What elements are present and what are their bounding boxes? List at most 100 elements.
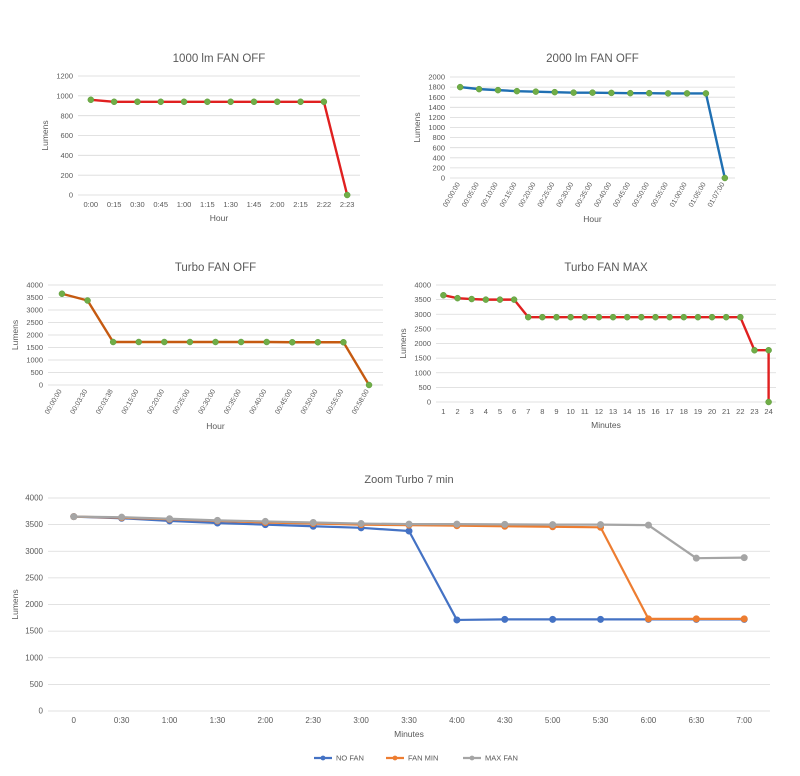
- x-tick-label: 00:20:00: [146, 388, 166, 415]
- y-tick-label: 200: [60, 171, 73, 180]
- y-tick-label: 1500: [25, 627, 43, 636]
- data-point: [513, 87, 521, 95]
- data-point: [595, 313, 603, 321]
- data-point: [652, 313, 659, 321]
- y-axis: 0 500 1000 1500 2000 2500 3000 3500 4000: [26, 281, 383, 390]
- x-tick-label: 3:30: [401, 716, 417, 725]
- x-tick-label: 2:15: [293, 200, 308, 209]
- y-tick-label: 0: [427, 398, 431, 407]
- data-point: [524, 313, 532, 321]
- data-point: [453, 616, 461, 624]
- y-tick-label: 1500: [26, 343, 43, 352]
- data-point: [708, 313, 716, 321]
- y-tick-label: 2000: [414, 339, 431, 348]
- x-tick-label: 00:15:00: [499, 181, 519, 208]
- data-point: [289, 339, 296, 346]
- x-tick-label: 00:55:00: [650, 181, 670, 208]
- data-point: [250, 98, 258, 106]
- y-tick-label: 500: [418, 383, 431, 392]
- data-point: [692, 554, 700, 562]
- data-point: [539, 313, 546, 321]
- chart-title: 2000 lm FAN OFF: [546, 53, 639, 65]
- y-tick-label: 2500: [414, 324, 431, 333]
- y-tick-label: 1200: [56, 72, 73, 81]
- chart-1: 1000 lm FAN OFF 0 200 400 600 800 1000 1200 0:00…: [40, 53, 360, 223]
- y-tick-label: 2000: [25, 600, 43, 609]
- x-tick-label: 00:55:00: [325, 388, 345, 415]
- series-1: [440, 291, 772, 406]
- x-tick-label: 2:30: [305, 716, 321, 725]
- series-no-fan: [70, 513, 748, 624]
- data-point: [627, 89, 634, 97]
- x-tick-label: 00:40:00: [249, 388, 269, 415]
- data-point: [638, 313, 645, 321]
- x-tick-label: 19: [694, 407, 702, 416]
- y-axis: 0 500 1000 1500 2000 2500 3000 3500 4000: [25, 494, 770, 716]
- y-tick-label: 1600: [428, 93, 445, 102]
- x-tick-label: 00:50:00: [300, 388, 320, 415]
- data-point: [623, 313, 631, 321]
- data-point: [309, 518, 317, 526]
- x-tick-label: 20: [708, 407, 716, 416]
- x-tick-label: 23: [750, 407, 758, 416]
- x-tick-label: 0:30: [130, 200, 145, 209]
- data-point: [549, 521, 557, 529]
- y-tick-label: 3000: [25, 547, 43, 556]
- data-point: [570, 89, 577, 96]
- y-tick-label: 1000: [26, 356, 43, 365]
- x-tick-label: 00:35:00: [575, 181, 595, 208]
- x-tick-label: 2:22: [317, 200, 332, 209]
- x-tick-label: 1:00: [162, 716, 178, 725]
- y-axis: 0 200 400 600 800 1000 1200: [56, 72, 360, 200]
- data-point: [157, 98, 164, 106]
- x-tick-label: 1:45: [247, 200, 262, 209]
- data-point: [501, 615, 509, 623]
- chart-title: Turbo FAN OFF: [175, 262, 256, 274]
- x-tick-label: 01:05:00: [688, 181, 708, 208]
- y-tick-label: 500: [30, 680, 44, 689]
- data-point: [320, 98, 328, 106]
- x-tick-label: 01:00:00: [669, 181, 689, 208]
- data-point: [680, 313, 688, 321]
- x-axis-title: Hour: [210, 213, 229, 223]
- data-point: [740, 615, 748, 623]
- data-point: [365, 381, 373, 389]
- x-tick-label: 15: [637, 407, 645, 416]
- y-tick-label: 1000: [414, 368, 431, 377]
- y-tick-label: 1000: [56, 91, 73, 100]
- legend-label: FAN MIN: [408, 754, 438, 763]
- y-axis-title: Lumens: [40, 120, 50, 150]
- x-axis-title: Hour: [583, 214, 602, 224]
- x-tick-label: 7:00: [736, 716, 752, 725]
- x-tick-label: 8: [540, 407, 544, 416]
- x-tick-label: 5:00: [545, 716, 561, 725]
- x-axis: 00:00:00 00:05:00 00:10:00 00:15:00 00:20:00…: [442, 181, 726, 208]
- data-point: [70, 513, 78, 521]
- x-tick-label: 4:30: [497, 716, 513, 725]
- data-point: [456, 83, 464, 91]
- x-tick-label: 1:15: [200, 200, 215, 209]
- data-point: [475, 85, 483, 93]
- x-tick-label: 3: [470, 407, 474, 416]
- data-point: [227, 98, 234, 106]
- legend-marker: [320, 755, 326, 761]
- y-axis-title: Lumens: [10, 589, 20, 619]
- legend-label: MAX FAN: [485, 754, 518, 763]
- x-tick-label: 24: [764, 407, 772, 416]
- data-point: [186, 338, 194, 346]
- data-point: [553, 313, 560, 321]
- x-tick-label: 00:35:00: [223, 388, 243, 415]
- x-tick-label: 00:30:00: [198, 388, 218, 415]
- y-tick-label: 600: [432, 143, 445, 152]
- x-axis-title: Minutes: [591, 420, 621, 430]
- y-tick-label: 2500: [26, 318, 43, 327]
- data-point: [765, 398, 772, 406]
- data-point: [166, 515, 174, 523]
- data-point: [343, 191, 351, 199]
- legend-marker: [469, 755, 475, 761]
- x-tick-label: 00:03:38: [95, 388, 115, 415]
- data-point: [740, 554, 748, 562]
- x-tick-label: 17: [665, 407, 673, 416]
- y-tick-label: 3500: [25, 520, 43, 529]
